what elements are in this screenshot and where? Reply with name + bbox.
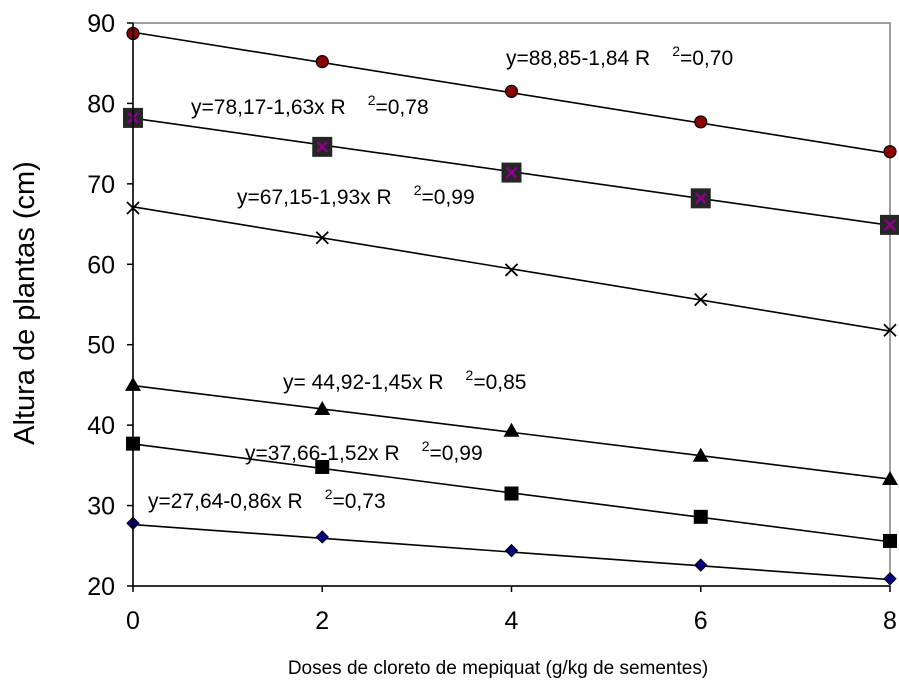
y-tick-label: 30 <box>87 493 115 521</box>
x-tick-label: 0 <box>126 607 140 635</box>
equation-label-3: y=67,15-1,93x R 2=0,99 <box>237 182 475 209</box>
equation-r2-value: =0,99 <box>429 442 482 465</box>
y-tick-label: 90 <box>87 10 115 38</box>
data-point-s2-2 <box>312 136 333 157</box>
data-point-s6-3 <box>504 543 519 558</box>
y-axis-title: Altura de plantas (cm) <box>9 161 41 445</box>
data-point-s3-2 <box>315 231 329 245</box>
equation-label-1: y=88,85-1,84 R 2=0,70 <box>506 43 733 70</box>
data-point-s1-2 <box>315 55 329 69</box>
equation-text: y=67,15-1,93x R <box>237 186 392 209</box>
data-point-s4-3 <box>503 422 520 437</box>
equation-label-4: y= 44,92-1,45x R 2=0,85 <box>283 367 526 394</box>
equation-r2-superscript: 2 <box>422 438 430 454</box>
equation-text: y=27,64-0,86x R <box>148 490 303 513</box>
y-tick-label: 70 <box>87 171 115 199</box>
data-point-s1-5 <box>883 145 897 159</box>
equation-r2-superscript: 2 <box>325 486 333 502</box>
data-point-s5-2 <box>315 459 330 474</box>
equation-text: y=88,85-1,84 R <box>506 47 650 70</box>
tick-labels: 20 30 40 50 60 70 80 90 0 2 4 6 8 <box>87 10 897 635</box>
data-point-s5-3 <box>504 486 519 501</box>
axes <box>127 22 891 592</box>
data-point-s6-5 <box>883 572 897 586</box>
data-point-s2-4-cross <box>694 192 707 205</box>
data-point-s3-5 <box>883 323 897 337</box>
equation-text: y=78,17-1,63x R <box>191 96 346 119</box>
data-point-s3-3 <box>504 263 519 277</box>
equation-r2-superscript: 2 <box>672 43 680 59</box>
equation-text: y=37,66-1,52x R <box>245 442 400 465</box>
data-point-s2-2-cross <box>316 140 329 153</box>
equations: y=88,85-1,84 R 2=0,70y=78,17-1,63x R 2=0,7… <box>148 43 733 513</box>
equation-r2-superscript: 2 <box>414 182 422 198</box>
markers <box>123 26 899 586</box>
equation-label-5: y=37,66-1,52x R 2=0,99 <box>245 438 483 465</box>
data-point-s3-4 <box>694 293 708 307</box>
data-point-s4-4 <box>692 447 709 462</box>
data-point-s1-3 <box>504 84 519 98</box>
data-point-s5-4 <box>693 509 708 524</box>
equation-label-6: y=27,64-0,86x R 2=0,73 <box>148 486 386 513</box>
y-tick-label: 40 <box>87 412 115 440</box>
equation-r2-value: =0,78 <box>375 96 428 119</box>
data-point-s2-5-cross <box>884 218 896 231</box>
equation-r2-value: =0,85 <box>473 371 526 394</box>
data-point-s2-4 <box>690 188 711 209</box>
x-axis-title: Doses de cloreto de mepiquat (g/kg de se… <box>288 658 708 679</box>
data-point-s2-3-cross <box>505 166 518 179</box>
equation-r2-superscript: 2 <box>368 92 376 108</box>
data-point-s1-4 <box>694 115 708 129</box>
y-tick-label: 60 <box>87 251 115 279</box>
x-tick-label: 6 <box>694 607 708 635</box>
x-tick-label: 4 <box>505 607 519 635</box>
data-point-s6-2 <box>315 530 329 544</box>
x-tick-label: 2 <box>315 607 329 635</box>
data-point-s6-4 <box>694 558 708 572</box>
data-point-s5-5 <box>883 533 897 548</box>
equation-r2-superscript: 2 <box>466 367 474 383</box>
y-tick-label: 50 <box>87 332 115 360</box>
data-point-s4-2 <box>314 401 331 416</box>
equation-r2-value: =0,73 <box>332 490 385 513</box>
y-tick-label: 80 <box>87 90 115 118</box>
equation-text: y= 44,92-1,45x R <box>283 371 444 394</box>
equation-r2-value: =0,70 <box>680 47 733 70</box>
y-tick-label: 20 <box>87 573 115 601</box>
equation-r2-value: =0,99 <box>421 186 474 209</box>
data-point-s2-5 <box>880 214 899 235</box>
data-point-s2-3 <box>501 162 522 183</box>
data-point-s4-5 <box>882 471 898 486</box>
equation-label-2: y=78,17-1,63x R 2=0,78 <box>191 92 429 119</box>
trend-lines <box>132 31 891 581</box>
x-tick-label: 8 <box>883 607 897 635</box>
